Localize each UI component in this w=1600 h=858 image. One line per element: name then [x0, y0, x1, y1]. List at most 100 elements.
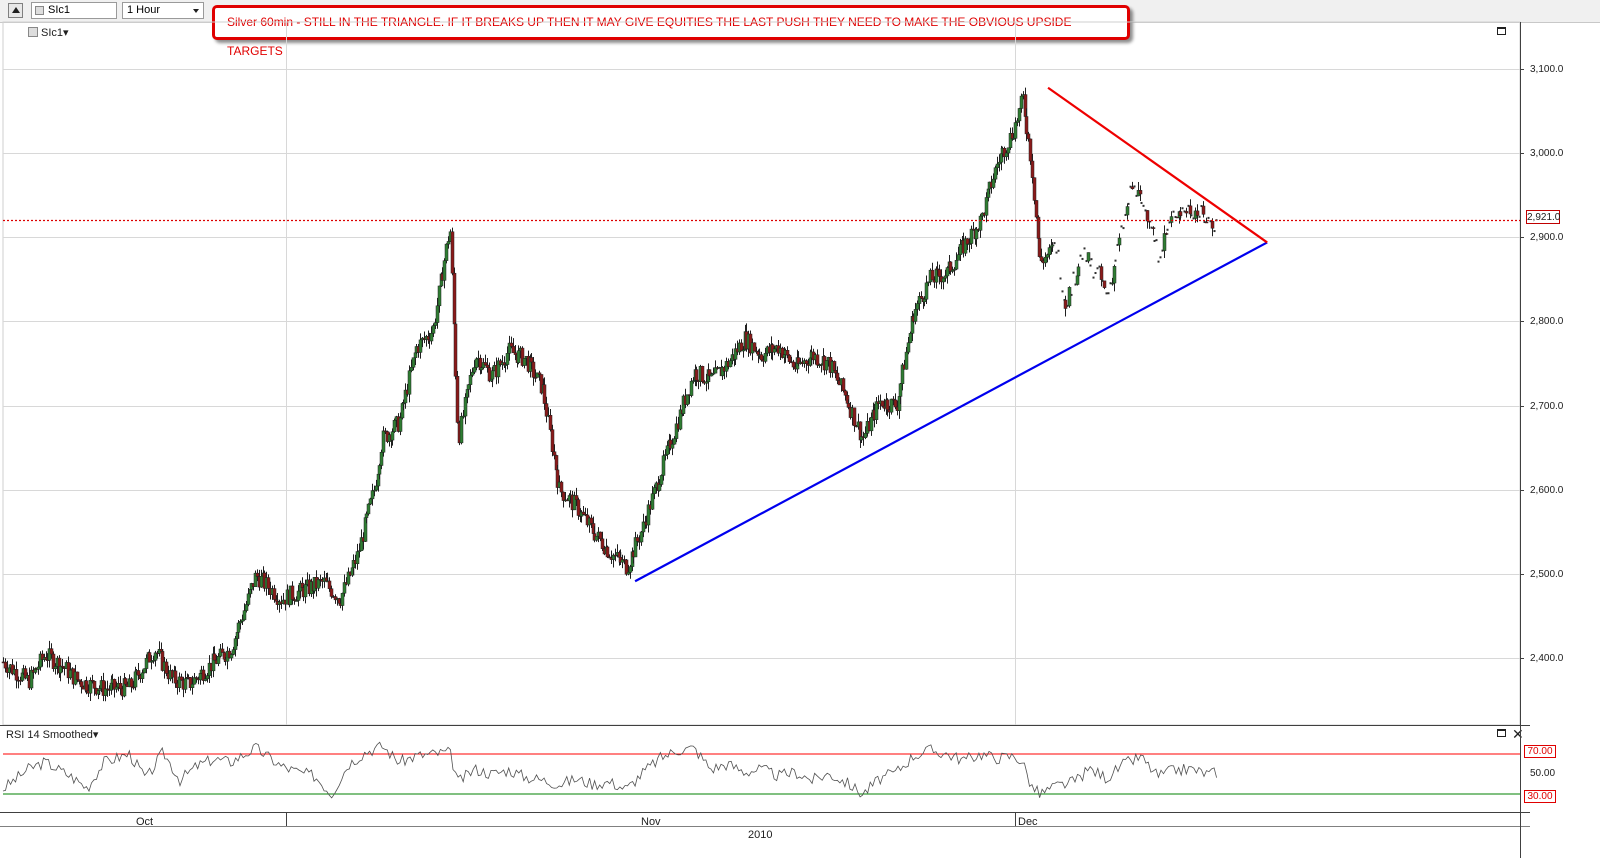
- candle: [1184, 211, 1189, 214]
- candle: [136, 670, 141, 676]
- candle: [1006, 147, 1011, 154]
- candle: [659, 475, 664, 485]
- symbol-value: SIc1: [48, 4, 71, 16]
- candle: [657, 484, 662, 491]
- candle: [628, 566, 633, 573]
- candle: [1195, 210, 1200, 216]
- candle: [1004, 152, 1009, 158]
- candle: [342, 582, 347, 594]
- candle: [1117, 237, 1122, 246]
- candle: [246, 593, 251, 605]
- candle: [513, 352, 518, 355]
- maximize-pane-icon[interactable]: [1497, 27, 1506, 35]
- candle: [600, 538, 605, 549]
- candle: [114, 686, 119, 690]
- candle: [804, 360, 809, 365]
- candle: [1142, 204, 1145, 207]
- candle: [1114, 259, 1117, 262]
- candle: [1034, 200, 1039, 218]
- candle: [941, 277, 946, 283]
- candle: [1026, 133, 1031, 140]
- candle: [709, 373, 714, 377]
- candle: [835, 372, 840, 381]
- collapse-arrow-icon[interactable]: [8, 3, 23, 18]
- close-icon[interactable]: ✕: [1512, 726, 1524, 742]
- candle: [479, 367, 484, 371]
- candle: [1030, 160, 1035, 178]
- candle: [984, 197, 989, 216]
- rsi-title[interactable]: RSI 14 Smoothed▾: [6, 729, 99, 741]
- candle: [843, 390, 848, 396]
- y-tick-label: 2,700.0: [1530, 400, 1564, 412]
- candle: [930, 269, 935, 281]
- candle: [392, 420, 397, 432]
- candle: [1150, 226, 1153, 229]
- candle: [639, 531, 644, 543]
- candle: [559, 481, 564, 493]
- candle: [1161, 249, 1164, 252]
- candle: [1203, 220, 1206, 223]
- candle: [474, 358, 479, 368]
- candle: [763, 353, 768, 362]
- candle: [533, 377, 538, 379]
- candle: [144, 657, 149, 669]
- candle: [1102, 280, 1107, 288]
- candle: [863, 433, 868, 438]
- candle: [752, 342, 757, 352]
- candle: [791, 361, 796, 368]
- candle: [529, 357, 534, 363]
- last-price-tag: 2,921.0: [1526, 210, 1561, 224]
- candle: [997, 161, 1002, 165]
- y-tick-label: 2,400.0: [1530, 652, 1564, 664]
- candle: [437, 285, 442, 307]
- symbol-input[interactable]: SIc1: [31, 2, 117, 19]
- candle: [1166, 228, 1169, 231]
- candle: [833, 370, 838, 374]
- candle: [672, 438, 677, 445]
- candle: [1188, 205, 1193, 215]
- candle: [1076, 266, 1081, 277]
- rsi-overbought-label: 70.00: [1524, 745, 1556, 758]
- support-trendline: [634, 241, 1268, 583]
- candle: [787, 354, 792, 362]
- candle: [898, 383, 903, 397]
- maximize-rsi-pane-icon[interactable]: [1497, 729, 1506, 737]
- candle: [641, 521, 646, 533]
- candle: [846, 403, 851, 408]
- y-tick-label: 2,600.0: [1530, 484, 1564, 496]
- candle: [364, 513, 369, 518]
- candle: [1098, 265, 1101, 268]
- candle: [841, 378, 846, 392]
- candle: [995, 163, 1000, 168]
- candle: [1130, 186, 1135, 190]
- candle: [520, 347, 525, 366]
- candle: [75, 671, 80, 681]
- rsi-oversold-label: 30.00: [1524, 790, 1556, 803]
- timeframe-select[interactable]: 1 Hour: [122, 2, 204, 19]
- candle: [1172, 210, 1175, 213]
- candle: [418, 339, 423, 353]
- candle: [1190, 214, 1193, 217]
- candle: [880, 400, 885, 407]
- chart-legend[interactable]: SIc1▾: [28, 26, 69, 39]
- candle: [77, 679, 82, 682]
- candle: [463, 397, 468, 417]
- candle: [303, 584, 308, 598]
- chevron-down-icon[interactable]: [193, 9, 199, 13]
- candle: [991, 178, 996, 188]
- candle: [969, 228, 974, 244]
- candle: [1178, 211, 1183, 216]
- candle: [685, 394, 690, 405]
- candle: [906, 342, 911, 353]
- candle: [665, 445, 670, 455]
- candle: [377, 465, 382, 475]
- candle: [411, 357, 416, 368]
- legend-dropdown-icon[interactable]: ▾: [63, 27, 69, 39]
- candle: [1153, 239, 1156, 242]
- y-tick-label: 2,500.0: [1530, 568, 1564, 580]
- y-tick-label: 3,000.0: [1530, 147, 1564, 159]
- candle: [357, 550, 362, 552]
- candle: [1138, 190, 1143, 195]
- candle: [1107, 292, 1110, 295]
